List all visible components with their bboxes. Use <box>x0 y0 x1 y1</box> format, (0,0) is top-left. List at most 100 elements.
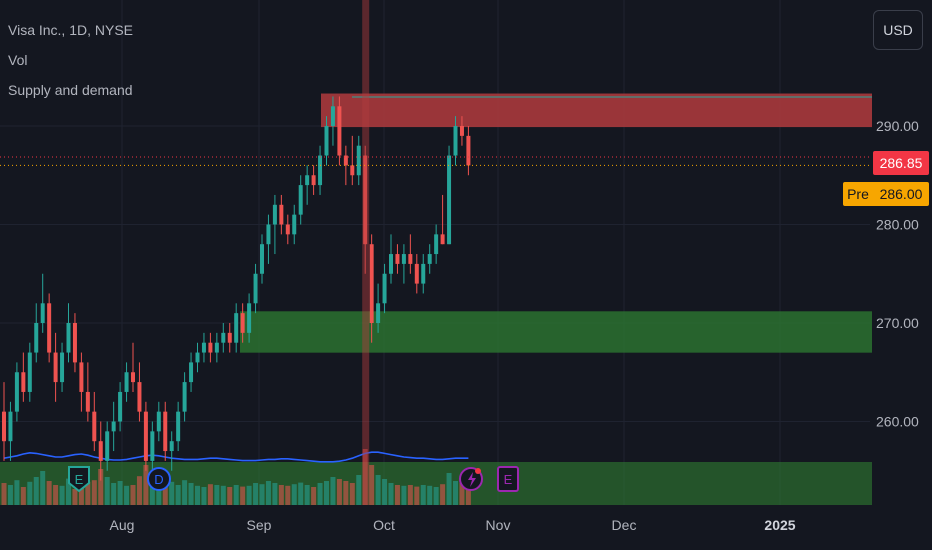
volume-bar <box>130 485 136 505</box>
volume-bar <box>459 483 465 505</box>
candle-body <box>434 234 439 255</box>
candle-body <box>260 244 264 274</box>
candle-body <box>92 411 97 442</box>
volume-bar <box>7 485 13 505</box>
zones <box>0 93 872 505</box>
premarket-label: Pre <box>843 182 873 206</box>
supply-zone <box>321 93 872 128</box>
earnings-upcoming-marker-label: E <box>504 472 513 487</box>
candle-body <box>414 263 419 284</box>
volume-bar <box>414 486 420 505</box>
volume-bar <box>85 481 91 505</box>
volume-bar <box>291 484 297 505</box>
candle-body <box>395 254 400 264</box>
indicator-supply-demand-label[interactable]: Supply and demand <box>8 82 133 98</box>
candle-body <box>118 391 123 422</box>
volume-bar <box>401 485 407 505</box>
y-tick-label: 270.00 <box>876 315 919 331</box>
y-tick-label: 260.00 <box>876 414 919 430</box>
candle-body <box>124 372 129 392</box>
candle-body <box>311 175 316 186</box>
volume-bar <box>188 483 194 505</box>
earnings-marker-shape <box>68 466 90 493</box>
news-dot <box>475 468 481 474</box>
currency-button[interactable]: USD <box>873 10 923 50</box>
dividend-marker: D <box>147 467 171 491</box>
candle-body <box>176 411 181 442</box>
candle-body <box>21 372 26 392</box>
volume-bars <box>1 449 471 505</box>
lightning-icon <box>468 472 476 487</box>
volume-bar <box>394 485 400 505</box>
candle-body <box>408 254 413 264</box>
candle-body <box>427 254 432 264</box>
candle-body <box>272 204 277 225</box>
candle-body <box>376 303 381 323</box>
volume-bar <box>40 471 46 505</box>
dividend-marker-label: D <box>154 472 163 487</box>
candle-body <box>53 352 58 383</box>
candle-body <box>137 382 142 412</box>
volume-ma-line <box>3 451 469 463</box>
candle-body <box>305 175 310 186</box>
candle-body <box>363 155 368 245</box>
volume-bar <box>59 485 65 505</box>
volume-bar <box>440 484 446 505</box>
earnings-upcoming-marker: E <box>497 466 519 492</box>
volume-bar <box>207 484 213 505</box>
volume-bar <box>214 485 220 505</box>
candle-body <box>79 362 84 392</box>
candle-body <box>66 323 71 353</box>
volume-bar <box>195 485 200 505</box>
volume-bar <box>259 484 265 505</box>
volume-bar <box>278 485 284 505</box>
candle-body <box>350 165 355 176</box>
candle-body <box>8 411 13 442</box>
candle-body <box>34 323 39 353</box>
last-price-tag: 286.85 <box>873 151 929 175</box>
volume-bar <box>104 477 110 505</box>
volume-bar <box>304 485 310 505</box>
symbol-title[interactable]: Visa Inc., 1D, NYSE <box>8 22 134 38</box>
candle-body <box>369 244 374 323</box>
volume-bar <box>169 481 175 505</box>
volume-bar <box>369 465 375 505</box>
volume-bar <box>1 483 7 505</box>
volume-bar <box>285 485 291 505</box>
demand-zone <box>240 311 872 353</box>
candle-body <box>343 155 348 166</box>
volume-bar <box>182 480 188 505</box>
candle-body <box>27 352 32 392</box>
volume-bar <box>446 473 452 505</box>
candle-body <box>440 234 445 245</box>
y-tick-label: 290.00 <box>876 118 919 134</box>
candle-body <box>169 441 174 452</box>
grid <box>0 0 870 505</box>
candles <box>2 96 471 481</box>
volume-bar <box>233 485 239 505</box>
volume-bar <box>356 475 362 505</box>
candle-body <box>195 352 200 363</box>
candle-body <box>466 135 471 166</box>
volume-bar <box>162 484 168 505</box>
candle-body <box>234 313 239 343</box>
x-tick-label: Oct <box>373 517 395 533</box>
candle-body <box>40 303 45 323</box>
dividend-marker-shape <box>147 467 171 491</box>
candle-body <box>189 362 194 383</box>
candle-body <box>389 254 393 274</box>
volume-bar <box>253 483 259 505</box>
volume-bar <box>407 485 413 505</box>
volume-bar <box>343 481 349 505</box>
volume-bar <box>53 485 59 505</box>
volume-bar <box>91 480 97 505</box>
candle-body <box>279 204 284 225</box>
candle-body <box>208 342 213 353</box>
volume-bar <box>27 481 33 505</box>
news-marker <box>459 467 483 491</box>
volume-bar <box>14 480 20 505</box>
volume-bar <box>111 483 117 505</box>
indicator-volume-label[interactable]: Vol <box>8 52 28 68</box>
